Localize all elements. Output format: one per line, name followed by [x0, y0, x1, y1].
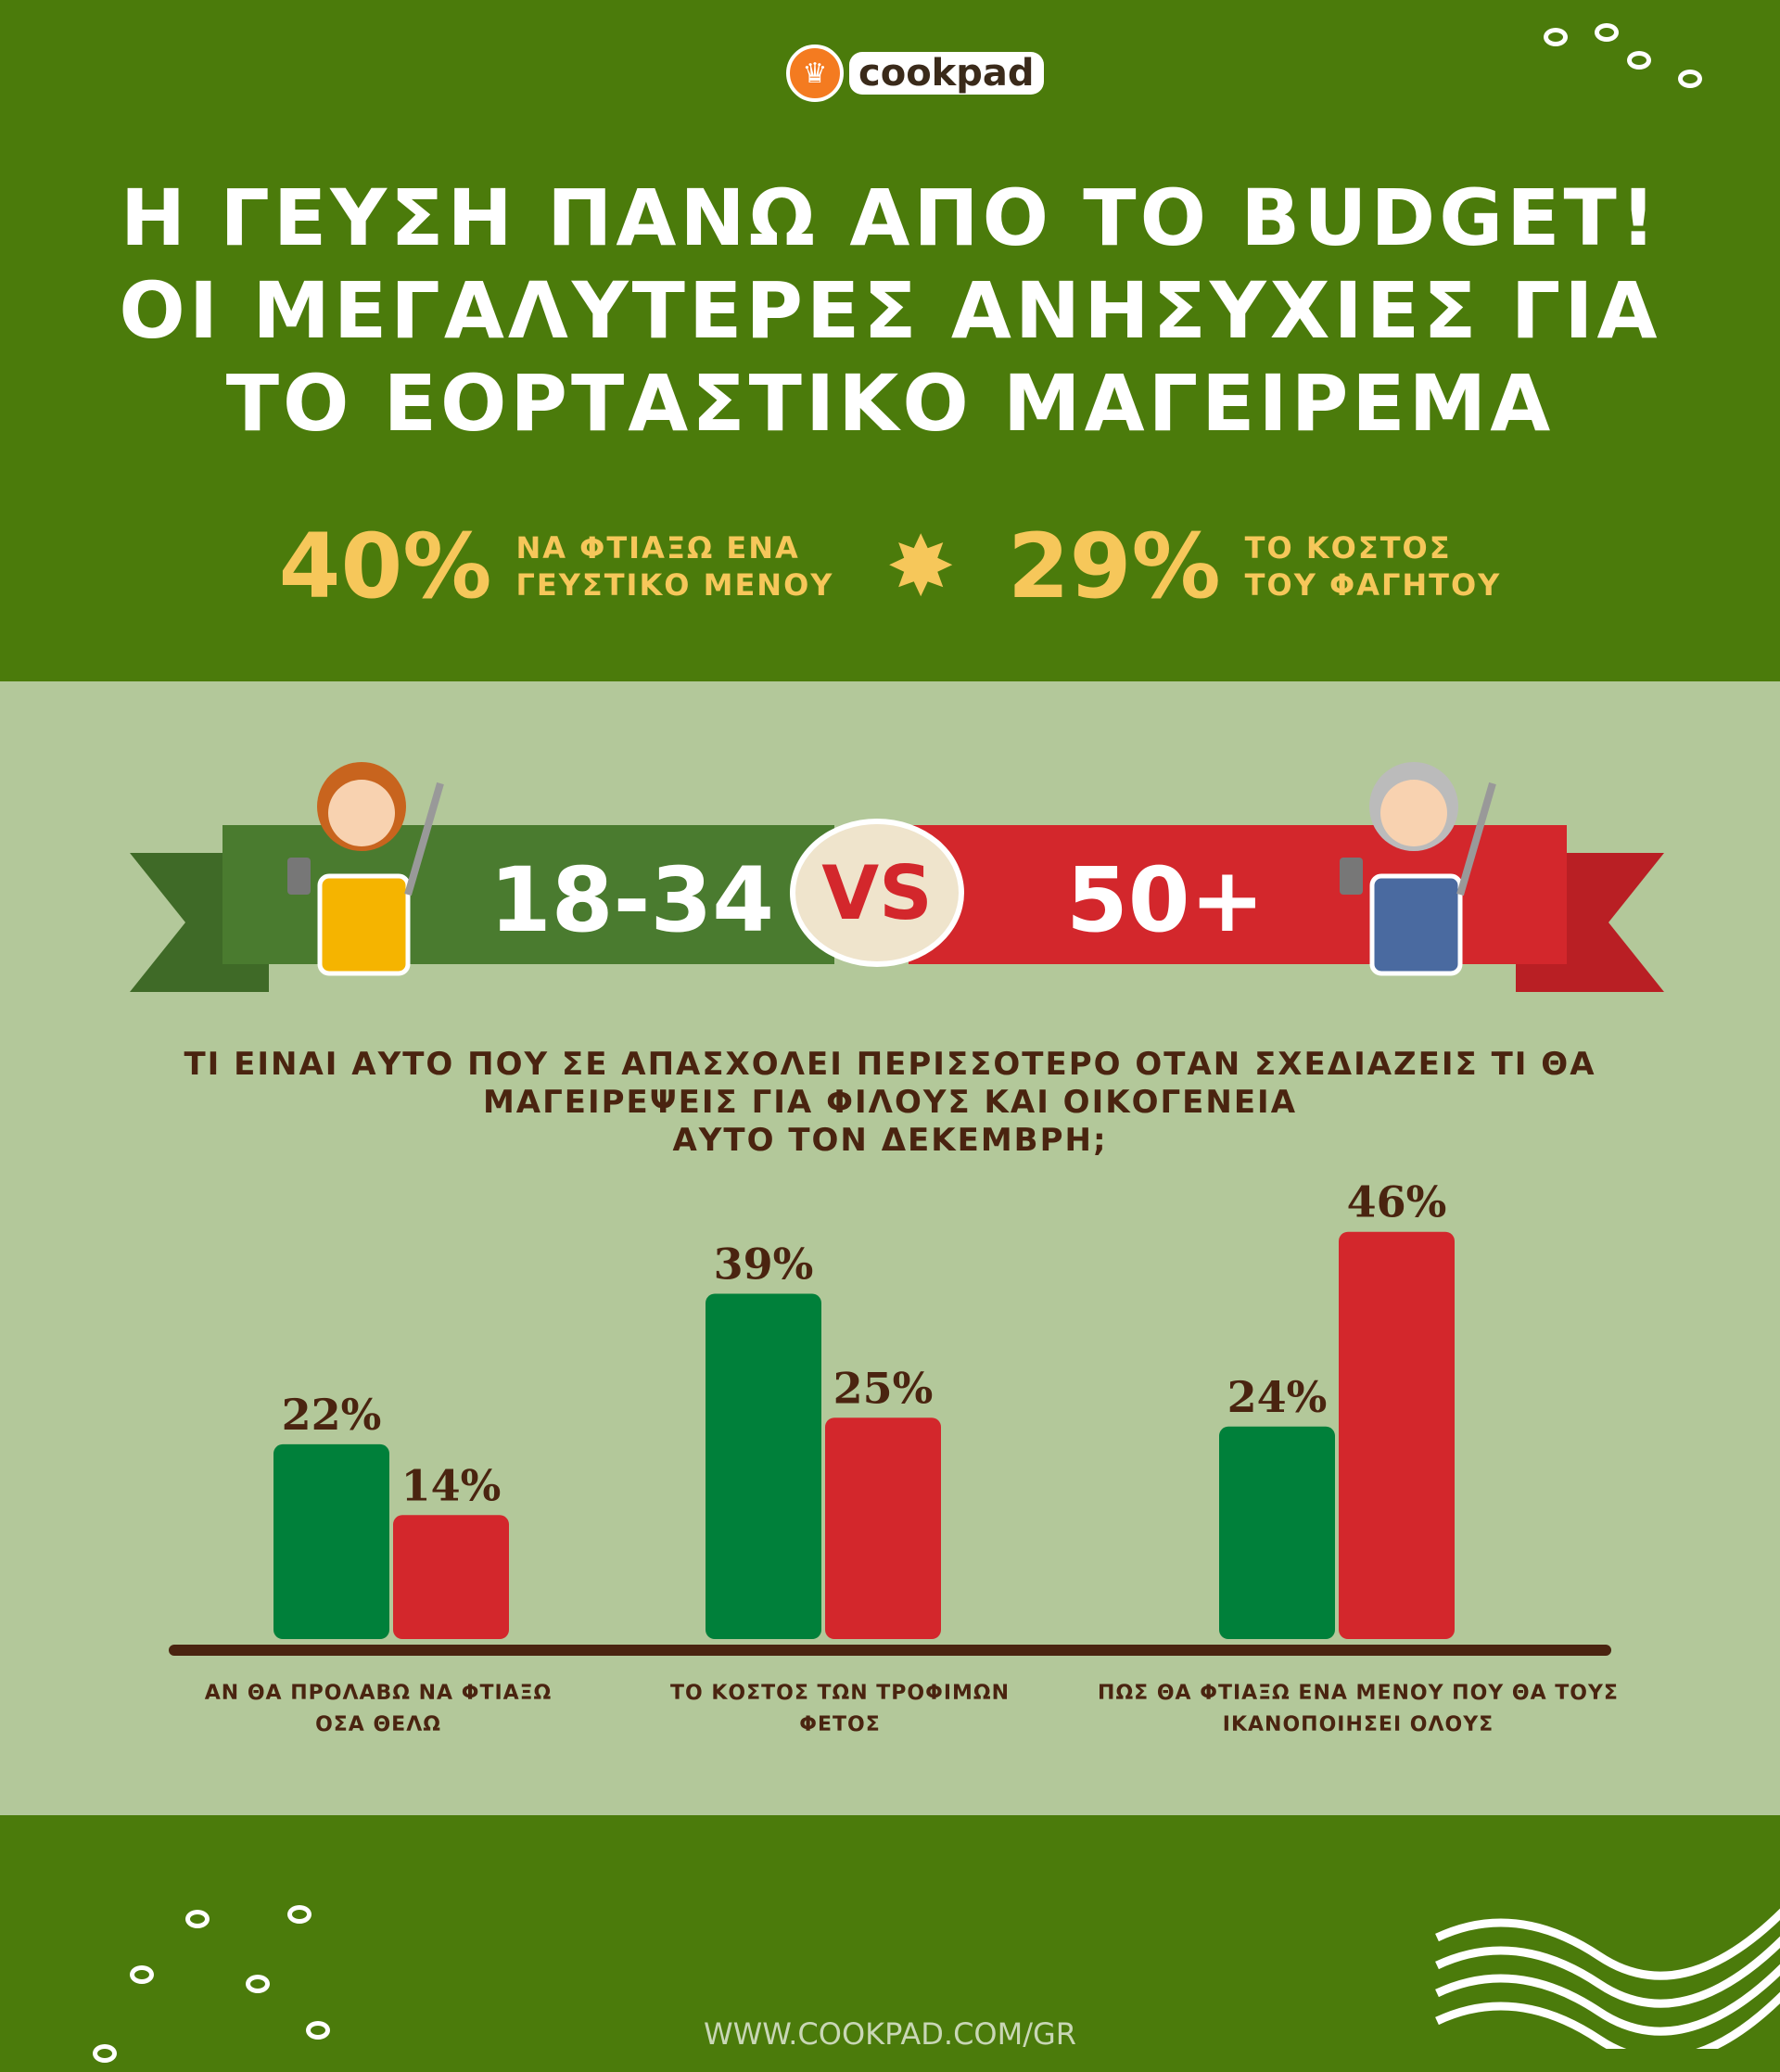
category-label: ΑΝ ΘΑ ΠΡΟΛΑΒΩ ΝΑ ΦΤΙΑΞΩ ΟΣΑ ΘΕΛΩ — [100, 1678, 656, 1741]
data-label: 22% — [282, 1390, 382, 1440]
category-label: ΠΩΣ ΘΑ ΦΤΙΑΞΩ ΕΝΑ ΜΕΝΟΥ ΠΟΥ ΘΑ ΤΟΥΣ ΙΚΑΝΟ… — [1080, 1678, 1636, 1741]
data-label: 46% — [1347, 1177, 1447, 1227]
stat-label-line: ΓΕΥΣΤΙΚΟ ΜΕΝΟΥ — [515, 567, 834, 603]
chart-title-line: ΤΙ ΕΙΝΑΙ ΑΥΤΟ ΠΟΥ ΣΕ ΑΠΑΣΧΟΛΕΙ ΠΕΡΙΣΣΟΤΕ… — [184, 1046, 1596, 1083]
title-line: Η ΓΕΥΣΗ ΠΑΝΩ ΑΠΟ ΤΟ BUDGET! — [120, 172, 1660, 263]
stat-label-line: ΤΟΥ ΦΑΓΗΤΟΥ — [1244, 567, 1502, 603]
bar-18-34 — [273, 1443, 389, 1639]
decorative-dot — [93, 2044, 117, 2063]
stat-value: 29% — [1007, 515, 1221, 618]
decorative-dot — [130, 1965, 154, 1984]
chef-hat-icon: ♛ — [786, 44, 844, 102]
header-background — [0, 0, 1780, 681]
age-group-50-plus: 50+ — [1066, 848, 1265, 952]
stat-value: 40% — [278, 515, 492, 618]
bar-18-34 — [706, 1293, 821, 1639]
data-label: 25% — [833, 1363, 934, 1413]
category-label-line: ΑΝ ΘΑ ΠΡΟΛΑΒΩ ΝΑ ΦΤΙΑΞΩ — [204, 1682, 553, 1705]
stat-label-line: ΤΟ ΚΟΣΤΟΣ — [1244, 530, 1452, 566]
decorative-dot — [287, 1905, 312, 1924]
title-line: ΤΟ ΕΟΡΤΑΣΤΙΚΟ ΜΑΓΕΙΡΕΜΑ — [225, 358, 1555, 449]
cookpad-logo: ♛ cookpad — [786, 44, 1044, 102]
category-label-line: ΟΣΑ ΘΕΛΩ — [315, 1713, 441, 1736]
bar-18-34 — [1219, 1426, 1335, 1639]
decorative-dot — [1595, 23, 1619, 42]
category-label: ΤΟ ΚΟΣΤΟΣ ΤΩΝ ΤΡΟΦΙΜΩΝ ΦΕΤΟΣ — [562, 1678, 1118, 1741]
logo-text: cookpad — [849, 52, 1044, 95]
stats-row: 40% ΝΑ ΦΤΙΑΞΩ ΕΝΑ ΓΕΥΣΤΙΚΟ ΜΕΝΟΥ ✸ 29% ΤΟ… — [0, 515, 1780, 618]
category-label-line: ΠΩΣ ΘΑ ΦΤΙΑΞΩ ΕΝΑ ΜΕΝΟΥ ΠΟΥ ΘΑ ΤΟΥΣ — [1098, 1682, 1619, 1705]
chart-title-line: ΜΑΓΕΙΡΕΨΕΙΣ ΓΙΑ ΦΙΛΟΥΣ ΚΑΙ ΟΙΚΟΓΕΝΕΙΑ — [482, 1084, 1298, 1121]
decorative-dot — [1678, 70, 1702, 88]
decorative-waves — [1435, 1908, 1780, 2049]
category-label-line: ΙΚΑΝΟΠΟΙΗΣΕΙ ΟΛΟΥΣ — [1222, 1713, 1494, 1736]
bar-50-plus — [1339, 1231, 1455, 1639]
category-label-line: ΤΟ ΚΟΣΤΟΣ ΤΩΝ ΤΡΟΦΙΜΩΝ — [669, 1682, 1011, 1705]
age-group-18-34: 18-34 — [490, 848, 775, 952]
chart-title-line: ΑΥΤΟ ΤΟΝ ΔΕΚΕΜΒΡΗ; — [672, 1122, 1108, 1159]
chart-title: ΤΙ ΕΙΝΑΙ ΑΥΤΟ ΠΟΥ ΣΕ ΑΠΑΣΧΟΛΕΙ ΠΕΡΙΣΣΟΤΕ… — [0, 1046, 1780, 1160]
decorative-dot — [1627, 51, 1651, 70]
star-icon: ✸ — [885, 517, 956, 616]
data-label: 39% — [714, 1239, 814, 1290]
category-label-line: ΦΕΤΟΣ — [799, 1713, 881, 1736]
bar-50-plus — [393, 1515, 509, 1639]
title-line: ΟΙ ΜΕΓΑΛΥΤΕΡΕΣ ΑΝΗΣΥΧΙΕΣ ΓΙΑ — [119, 265, 1661, 356]
older-woman-cook-illustration — [1340, 762, 1496, 976]
stat-label: ΝΑ ΦΤΙΑΞΩ ΕΝΑ ΓΕΥΣΤΙΚΟ ΜΕΝΟΥ — [515, 529, 833, 604]
vs-badge: VS — [790, 819, 964, 967]
stat-label-line: ΝΑ ΦΤΙΑΞΩ ΕΝΑ — [515, 530, 800, 566]
bar-50-plus — [825, 1417, 941, 1639]
decorative-dot — [185, 1910, 210, 1928]
data-label: 24% — [1227, 1372, 1328, 1422]
footer-url[interactable]: WWW.COOKPAD.COM/GR — [703, 2016, 1077, 2052]
stat-label: ΤΟ ΚΟΣΤΟΣ ΤΟΥ ΦΑΓΗΤΟΥ — [1245, 529, 1502, 604]
young-woman-cook-illustration — [287, 762, 444, 976]
decorative-dot — [306, 2021, 330, 2040]
decorative-dot — [1544, 28, 1568, 46]
page-title: Η ΓΕΥΣΗ ΠΑΝΩ ΑΠΟ ΤΟ BUDGET! ΟΙ ΜΕΓΑΛΥΤΕΡ… — [0, 172, 1780, 450]
data-label: 14% — [401, 1460, 502, 1510]
footer-background — [0, 1815, 1780, 2072]
decorative-dot — [246, 1975, 270, 1993]
